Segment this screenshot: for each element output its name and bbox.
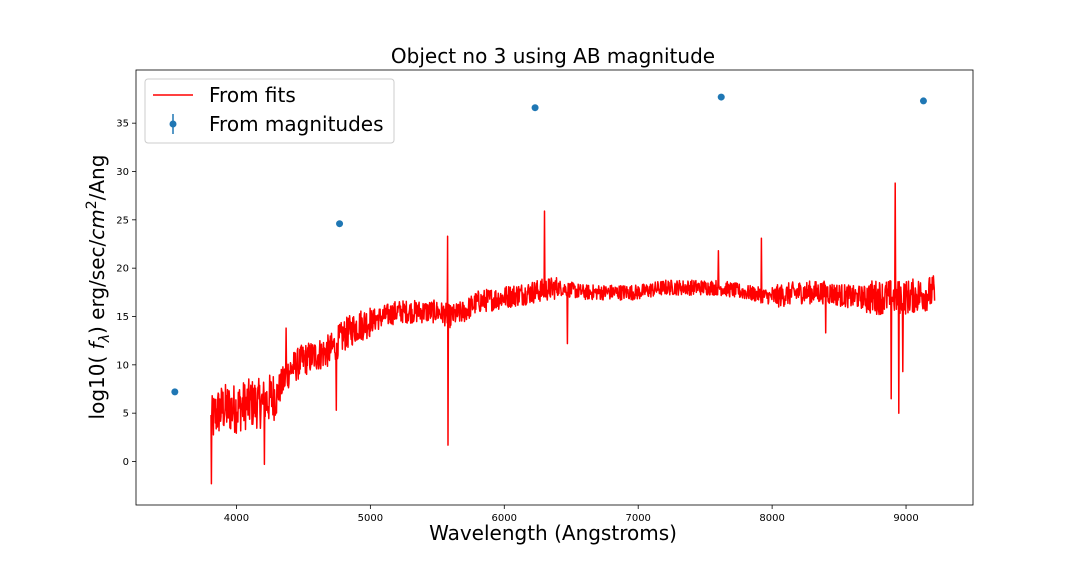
y-tick-label: 35: [116, 119, 129, 130]
magnitude-point: [171, 388, 179, 396]
x-tick-label: 5000: [358, 513, 383, 524]
magnitude-point: [717, 93, 725, 101]
spectrum-line: [210, 182, 936, 485]
x-tick-label: 9000: [893, 513, 918, 524]
y-axis-title-suffix: /Ang: [85, 155, 109, 201]
y-axis-title-prefix: log10(: [85, 349, 109, 419]
chart-title: Object no 3 using AB magnitude: [391, 44, 715, 68]
series-from-fits: [210, 182, 936, 485]
x-tick-label: 8000: [759, 513, 784, 524]
x-axis-title: Wavelength (Angstroms): [429, 521, 677, 545]
magnitude-point: [336, 220, 344, 228]
x-tick-label: 6000: [492, 513, 517, 524]
y-axis-title-lambda: λ: [97, 334, 113, 343]
y-tick-label: 0: [123, 457, 129, 468]
legend-box: [144, 78, 395, 144]
y-tick-label: 15: [116, 312, 129, 323]
magnitude-point: [919, 97, 927, 105]
y-tick-label: 20: [116, 264, 129, 275]
y-axis: 0 5 10 15 20 25 30 35: [116, 119, 136, 468]
x-tick-label: 7000: [625, 513, 650, 524]
y-tick-label: 30: [116, 167, 129, 178]
y-tick-label: 25: [116, 215, 129, 226]
y-axis-title: log10( fλ) erg/sec/cm2/Ang: [84, 155, 113, 420]
magnitude-point: [531, 104, 539, 112]
legend: From fits From magnitudes: [144, 78, 395, 144]
x-axis: 4000 5000 6000 7000 8000 9000: [224, 505, 919, 524]
y-tick-label: 10: [116, 360, 129, 371]
y-axis-title-unit: ) erg/sec/: [85, 240, 109, 334]
y-axis-title-exponent: 2: [84, 200, 100, 209]
legend-label-from-fits: From fits: [209, 83, 296, 107]
legend-swatch-from-magnitudes: [169, 120, 177, 128]
y-axis-title-cm: cm: [85, 209, 109, 239]
plot-frame: [135, 69, 974, 506]
y-axis-title-f: f: [85, 339, 109, 349]
y-tick-label: 5: [123, 409, 129, 420]
series-from-magnitudes: [171, 93, 927, 396]
x-tick-label: 4000: [224, 513, 249, 524]
legend-label-from-magnitudes: From magnitudes: [209, 112, 384, 136]
